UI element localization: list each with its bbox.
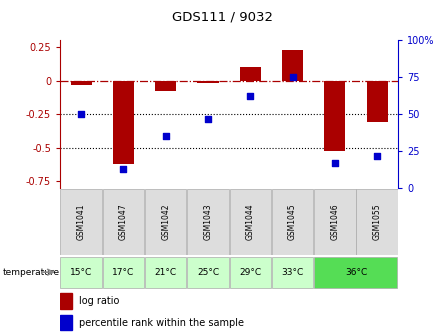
Text: 36°C: 36°C [345,268,367,277]
FancyBboxPatch shape [356,189,398,255]
Text: temperature: temperature [2,268,59,277]
FancyBboxPatch shape [314,257,397,288]
Text: GSM1055: GSM1055 [372,203,382,240]
Point [205,116,212,121]
FancyBboxPatch shape [272,257,313,288]
Text: 17°C: 17°C [113,268,135,277]
Bar [198,81,218,83]
Text: 25°C: 25°C [197,268,219,277]
Bar [71,81,92,85]
Text: GSM1046: GSM1046 [330,203,340,240]
Text: 33°C: 33°C [282,268,304,277]
Bar [324,81,345,151]
Text: log ratio: log ratio [79,296,119,306]
Point [374,153,381,158]
Point [247,94,254,99]
FancyBboxPatch shape [103,189,144,255]
Bar [113,81,134,164]
Bar [155,81,176,91]
FancyBboxPatch shape [61,189,102,255]
FancyBboxPatch shape [272,189,313,255]
FancyBboxPatch shape [314,189,356,255]
Text: GSM1045: GSM1045 [288,203,297,240]
Text: GSM1047: GSM1047 [119,203,128,240]
Point [162,134,170,139]
Bar [282,50,303,81]
FancyBboxPatch shape [145,257,186,288]
Text: 21°C: 21°C [155,268,177,277]
Text: 29°C: 29°C [239,268,261,277]
Point [120,166,127,172]
Text: GSM1041: GSM1041 [77,204,86,240]
Text: 15°C: 15°C [70,268,93,277]
Text: GSM1044: GSM1044 [246,203,255,240]
Point [78,112,85,117]
Bar [60,293,72,308]
FancyBboxPatch shape [103,257,144,288]
FancyBboxPatch shape [61,257,102,288]
Bar [240,67,261,81]
FancyBboxPatch shape [187,189,229,255]
FancyBboxPatch shape [145,189,186,255]
Point [289,75,296,80]
Text: percentile rank within the sample: percentile rank within the sample [79,318,244,328]
FancyBboxPatch shape [187,257,229,288]
Text: GDS111 / 9032: GDS111 / 9032 [172,10,273,24]
Bar [60,315,72,331]
Text: GSM1042: GSM1042 [161,204,170,240]
FancyBboxPatch shape [230,257,271,288]
Point [332,160,339,166]
FancyBboxPatch shape [230,189,271,255]
Text: GSM1043: GSM1043 [203,203,213,240]
Bar [367,81,388,122]
